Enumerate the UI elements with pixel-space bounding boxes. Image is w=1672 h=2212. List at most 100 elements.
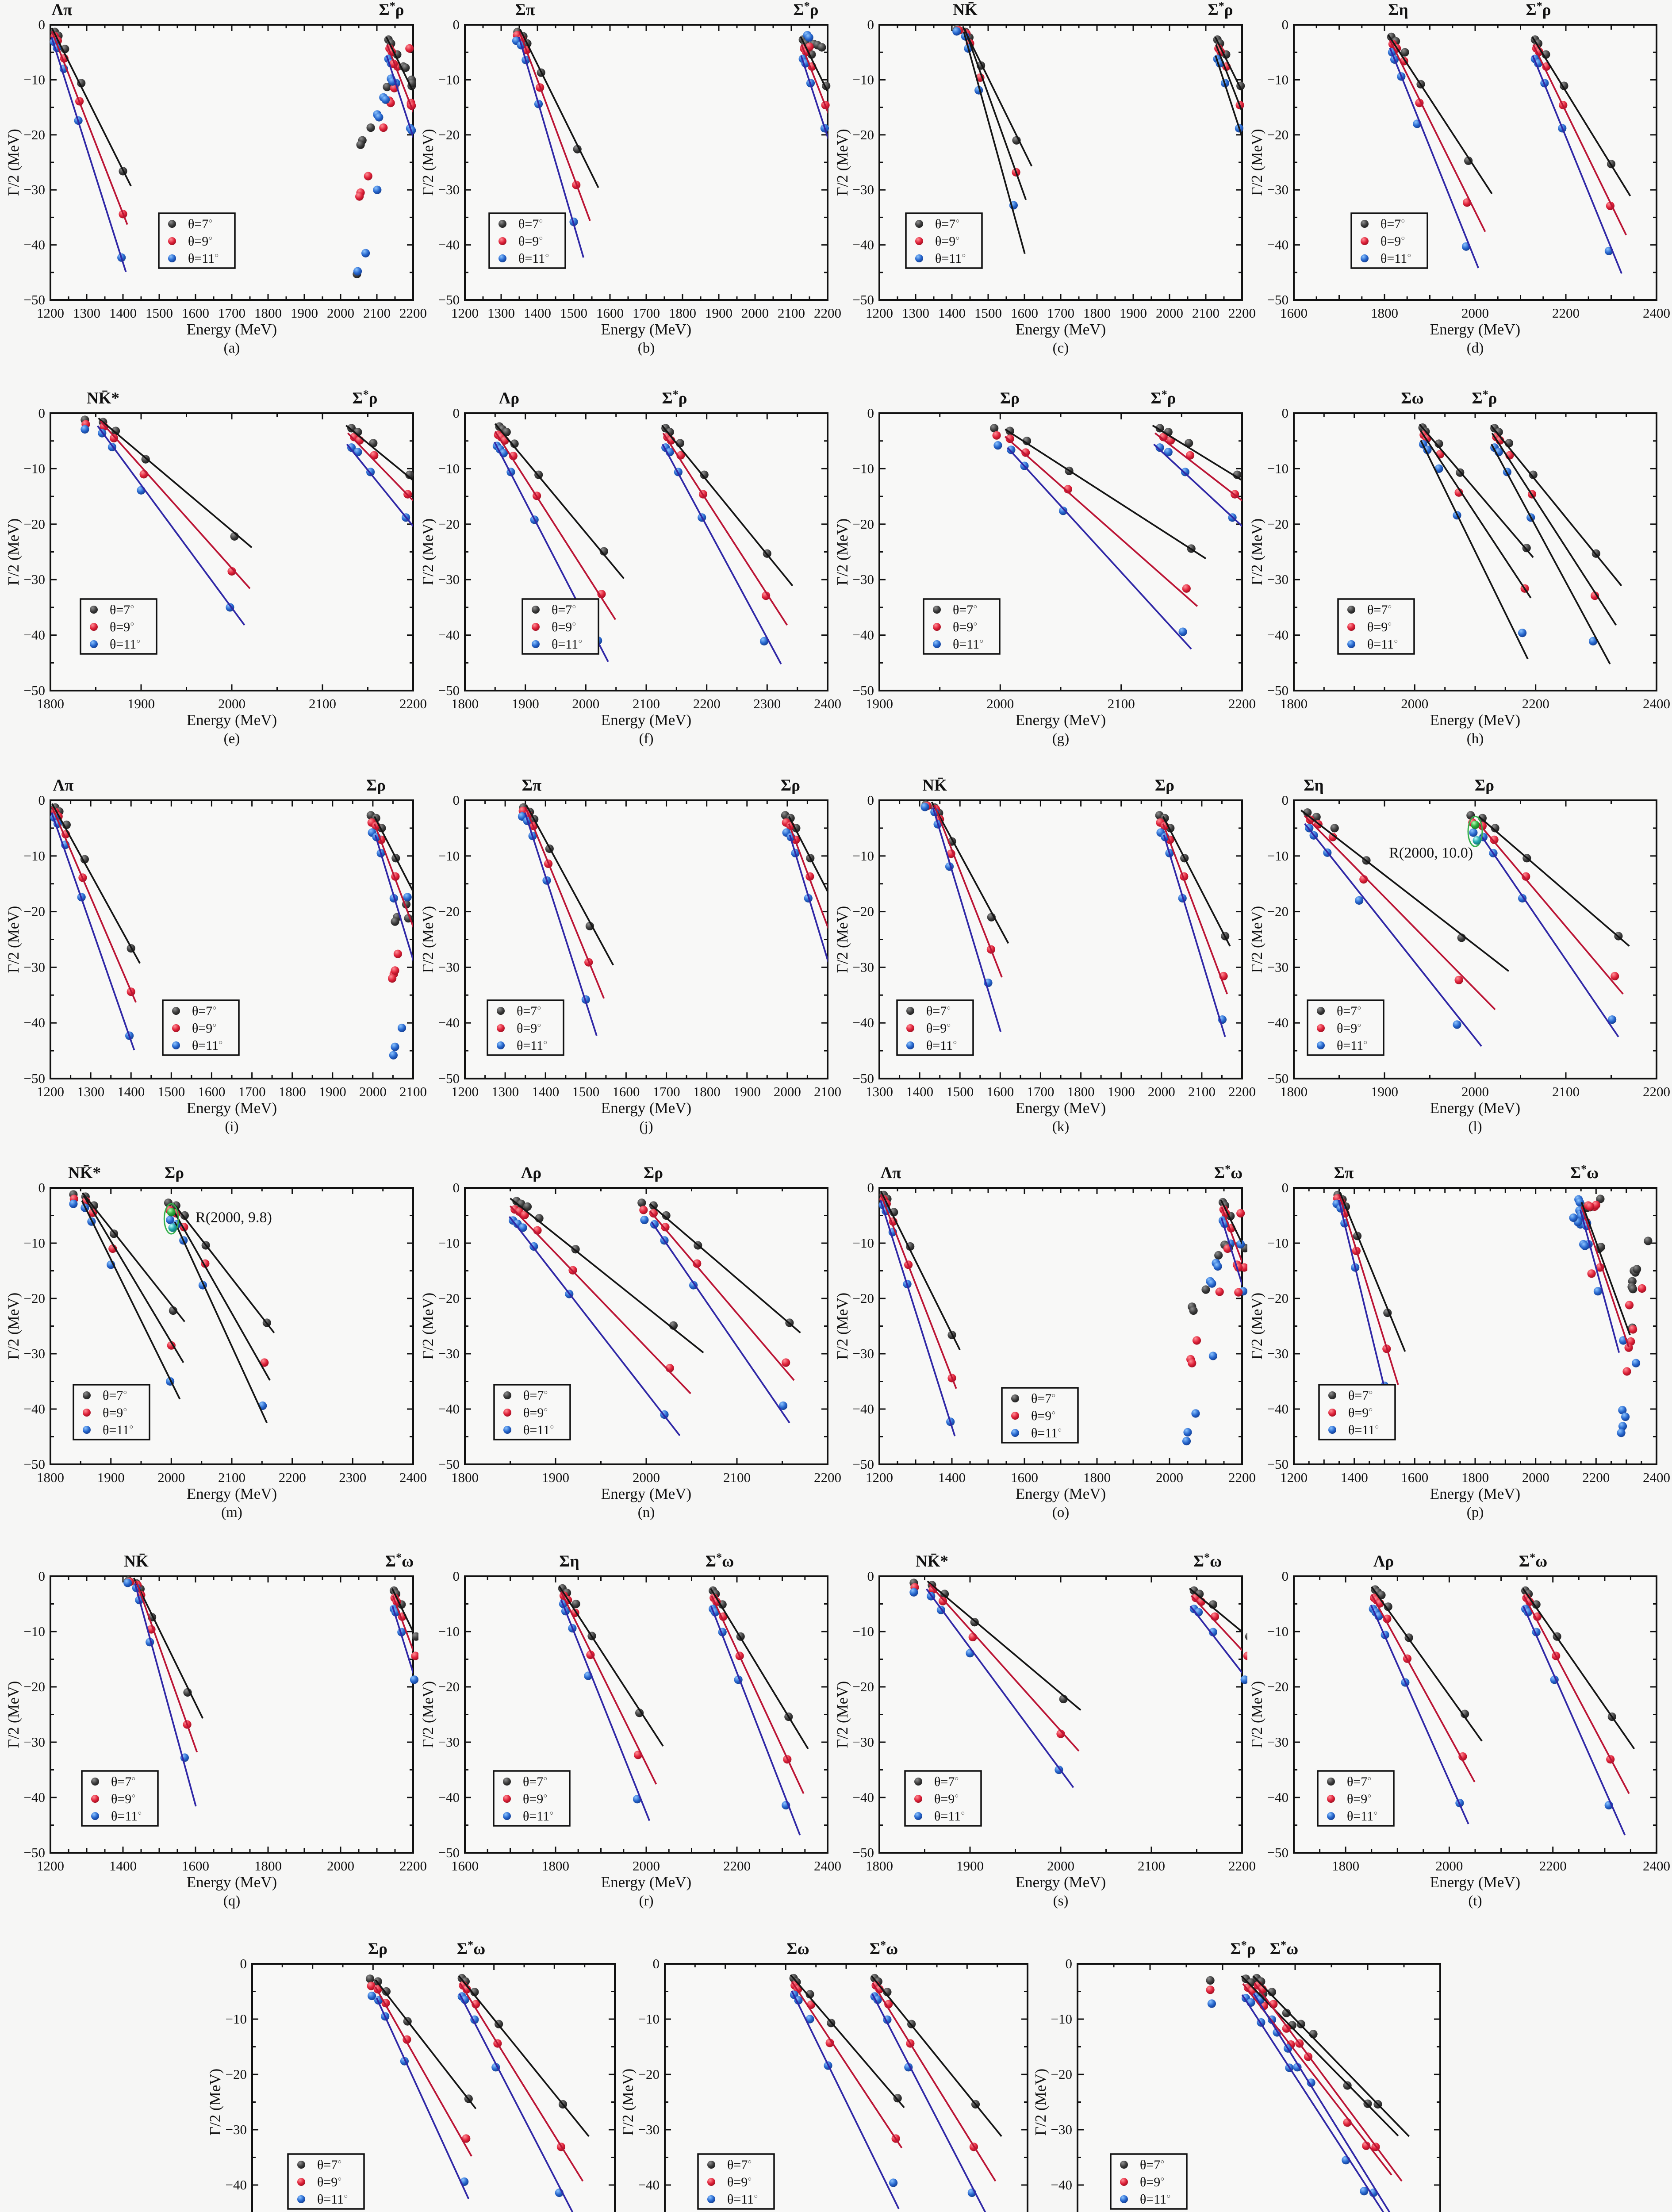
- svg-text:1800: 1800: [669, 305, 696, 321]
- svg-text:−40: −40: [1267, 1790, 1289, 1805]
- svg-text:Σ*ω: Σ*ω: [1570, 1163, 1599, 1182]
- svg-text:Γ/2 (MeV): Γ/2 (MeV): [1248, 1293, 1266, 1359]
- svg-text:1600: 1600: [198, 1084, 225, 1099]
- svg-text:θ=7○: θ=7○: [953, 603, 977, 617]
- svg-text:1700: 1700: [653, 1084, 680, 1099]
- svg-text:(s): (s): [1053, 1893, 1069, 1909]
- svg-text:−40: −40: [438, 1015, 460, 1030]
- svg-text:2200: 2200: [279, 1470, 306, 1485]
- svg-text:−10: −10: [24, 1235, 45, 1251]
- svg-text:θ=9○: θ=9○: [1031, 1409, 1055, 1423]
- svg-text:−50: −50: [24, 292, 45, 307]
- svg-text:1400: 1400: [117, 1084, 145, 1099]
- svg-text:2200: 2200: [1643, 1084, 1670, 1099]
- svg-text:Λπ: Λπ: [52, 1, 73, 19]
- svg-text:−40: −40: [438, 627, 460, 643]
- svg-text:1900: 1900: [97, 1470, 125, 1485]
- svg-text:θ=9○: θ=9○: [953, 620, 977, 634]
- svg-text:θ=11○: θ=11○: [517, 1038, 547, 1053]
- svg-text:−10: −10: [853, 848, 874, 864]
- svg-text:0: 0: [453, 792, 460, 808]
- svg-text:−50: −50: [438, 1845, 460, 1860]
- svg-text:NK̄*: NK̄*: [916, 1552, 948, 1571]
- svg-text:−30: −30: [853, 572, 874, 587]
- svg-text:1500: 1500: [560, 305, 587, 321]
- svg-text:−40: −40: [24, 1790, 45, 1805]
- svg-text:θ=11○: θ=11○: [518, 251, 549, 266]
- svg-text:−40: −40: [24, 237, 45, 253]
- svg-text:Σρ: Σρ: [1000, 389, 1020, 407]
- svg-text:−20: −20: [24, 1290, 45, 1306]
- svg-text:−10: −10: [853, 461, 874, 476]
- svg-text:2100: 2100: [723, 1470, 751, 1485]
- svg-text:−40: −40: [438, 1790, 460, 1805]
- svg-text:−50: −50: [1267, 292, 1289, 307]
- svg-text:−10: −10: [853, 1624, 874, 1639]
- svg-text:0: 0: [453, 1180, 460, 1195]
- svg-text:θ=9○: θ=9○: [523, 1792, 547, 1806]
- svg-text:1900: 1900: [733, 1084, 761, 1099]
- svg-text:1700: 1700: [1027, 1084, 1054, 1099]
- svg-text:2000: 2000: [1401, 696, 1428, 711]
- svg-text:2100: 2100: [1188, 1084, 1216, 1099]
- svg-text:1400: 1400: [109, 305, 137, 321]
- svg-text:1400: 1400: [524, 305, 551, 321]
- svg-text:−30: −30: [24, 572, 45, 587]
- svg-text:Energy (MeV): Energy (MeV): [1016, 1874, 1106, 1891]
- svg-text:Σρ: Σρ: [1155, 776, 1174, 795]
- svg-text:−40: −40: [1267, 1015, 1289, 1030]
- svg-text:1300: 1300: [866, 1084, 893, 1099]
- svg-text:−20: −20: [226, 2066, 247, 2082]
- svg-text:2000: 2000: [1461, 1084, 1489, 1099]
- svg-text:2200: 2200: [1582, 1470, 1610, 1485]
- svg-text:1500: 1500: [946, 1084, 974, 1099]
- svg-text:−50: −50: [853, 1456, 874, 1472]
- svg-text:−50: −50: [24, 1845, 45, 1860]
- svg-text:(c): (c): [1053, 340, 1069, 356]
- svg-text:θ=11○: θ=11○: [523, 1809, 553, 1824]
- svg-text:Σρ: Σρ: [366, 776, 386, 795]
- svg-text:θ=11○: θ=11○: [552, 637, 582, 652]
- svg-text:Γ/2 (MeV): Γ/2 (MeV): [1248, 518, 1266, 585]
- svg-text:0: 0: [38, 792, 46, 808]
- svg-text:Σ*ω: Σ*ω: [706, 1551, 734, 1571]
- svg-text:R(2000, 10.0): R(2000, 10.0): [1389, 845, 1473, 861]
- svg-text:−30: −30: [24, 1346, 45, 1361]
- svg-text:θ=11○: θ=11○: [523, 1423, 554, 1437]
- svg-text:−20: −20: [24, 127, 45, 142]
- svg-text:0: 0: [1282, 405, 1289, 421]
- svg-text:(t): (t): [1468, 1893, 1482, 1909]
- svg-text:NK̄: NK̄: [124, 1552, 149, 1571]
- svg-text:1900: 1900: [956, 1858, 984, 1874]
- svg-text:Energy (MeV): Energy (MeV): [187, 321, 277, 338]
- svg-text:(a): (a): [224, 340, 240, 356]
- svg-text:Γ/2 (MeV): Γ/2 (MeV): [834, 518, 851, 585]
- svg-text:1900: 1900: [866, 696, 893, 711]
- svg-text:1400: 1400: [109, 1858, 137, 1874]
- svg-text:−20: −20: [438, 516, 460, 532]
- svg-text:−30: −30: [1267, 1734, 1289, 1750]
- svg-text:Γ/2 (MeV): Γ/2 (MeV): [5, 518, 22, 585]
- svg-text:1400: 1400: [1341, 1470, 1368, 1485]
- svg-text:2000: 2000: [774, 1084, 801, 1099]
- svg-text:−50: −50: [853, 292, 874, 307]
- svg-text:0: 0: [653, 1956, 660, 1971]
- svg-text:0: 0: [38, 1568, 46, 1584]
- svg-text:2400: 2400: [399, 1470, 427, 1485]
- svg-text:Λπ: Λπ: [881, 1164, 901, 1182]
- svg-text:1300: 1300: [77, 1084, 104, 1099]
- svg-text:1700: 1700: [218, 305, 245, 321]
- svg-text:1700: 1700: [1047, 305, 1074, 321]
- svg-text:θ=11○: θ=11○: [317, 2192, 348, 2207]
- svg-text:(l): (l): [1468, 1119, 1482, 1135]
- svg-text:θ=7○: θ=7○: [934, 1774, 959, 1789]
- svg-text:(p): (p): [1467, 1505, 1484, 1521]
- svg-text:θ=9○: θ=9○: [317, 2175, 341, 2189]
- svg-text:θ=7○: θ=7○: [188, 217, 212, 231]
- svg-text:θ=7○: θ=7○: [1140, 2158, 1164, 2172]
- svg-text:−30: −30: [438, 572, 460, 587]
- svg-text:−50: −50: [438, 683, 460, 698]
- svg-text:Energy (MeV): Energy (MeV): [1430, 711, 1520, 729]
- svg-text:θ=11○: θ=11○: [1348, 1423, 1379, 1437]
- svg-text:−10: −10: [438, 72, 460, 87]
